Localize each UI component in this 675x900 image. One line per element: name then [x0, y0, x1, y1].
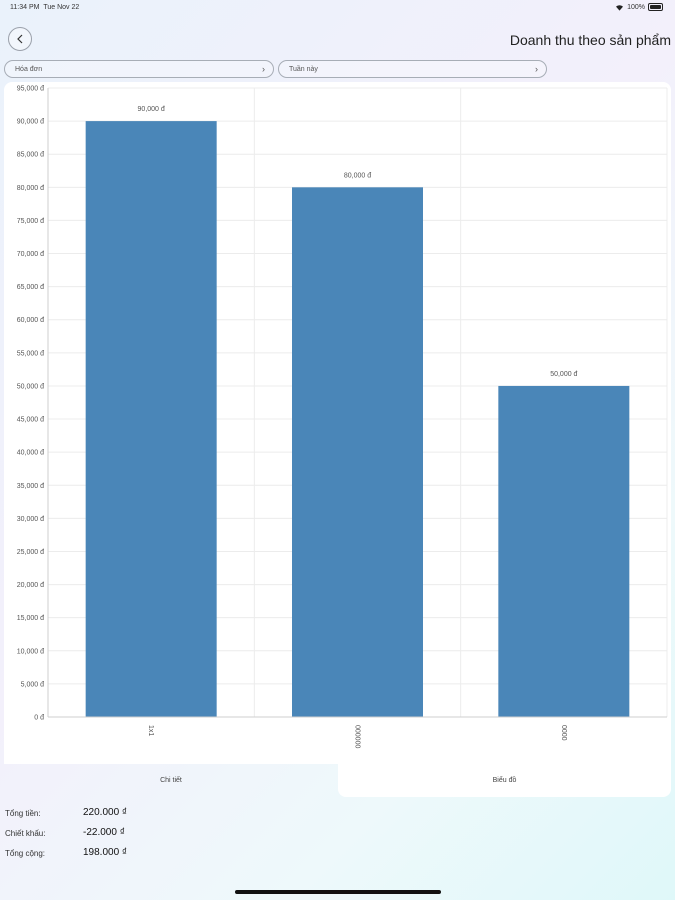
x-tick-label: 000000 [354, 725, 361, 748]
battery-percent: 100% [627, 3, 645, 11]
tab-chart-label: Biểu đồ [492, 777, 517, 784]
x-tick-label: 1x1 [147, 725, 154, 736]
y-tick-label: 20,000 đ [17, 582, 44, 589]
data-label: 90,000 đ [138, 106, 165, 113]
x-axis: 1x1 000000 0000 [48, 716, 667, 748]
period-select[interactable]: Tuần này › [278, 60, 547, 78]
y-tick-label: 45,000 đ [17, 417, 44, 424]
y-tick-label: 55,000 đ [17, 350, 44, 357]
tab-detail-label: Chi tiết [160, 777, 182, 784]
y-tick-label: 15,000 đ [17, 615, 44, 622]
y-tick-label: 95,000 đ [17, 86, 44, 93]
data-labels: 90,000 đ 80,000 đ 50,000 đ [138, 106, 578, 378]
period-value: Tuần này [289, 65, 318, 73]
data-label: 50,000 đ [550, 371, 577, 378]
x-tick-label: 0000 [560, 725, 567, 741]
tab-chart[interactable]: Biểu đồ [338, 764, 671, 797]
bars [85, 121, 630, 717]
y-axis: 0 đ 5,000 đ 10,000 đ 15,000 đ 20,000 đ 25,000… [17, 86, 49, 722]
tab-detail[interactable]: Chi tiết [4, 764, 338, 797]
bar [85, 121, 217, 717]
revenue-bar-chart: 0 đ 5,000 đ 10,000 đ 15,000 đ 20,000 đ 25,000… [17, 86, 668, 748]
y-tick-label: 90,000 đ [17, 119, 44, 126]
data-label: 80,000 đ [344, 172, 371, 179]
y-tick-label: 85,000 đ [17, 152, 44, 159]
total-label: Tổng tiền: [5, 809, 41, 818]
invoice-type-value: Hóa đơn [15, 65, 43, 73]
y-tick-label: 30,000 đ [17, 516, 44, 523]
y-tick-label: 0 đ [34, 715, 44, 722]
bar [498, 385, 630, 717]
status-right: 100% [615, 3, 663, 11]
back-button[interactable] [8, 27, 32, 51]
y-tick-label: 5,000 đ [21, 681, 44, 688]
y-tick-label: 10,000 đ [17, 648, 44, 655]
wifi-icon [616, 4, 624, 11]
y-tick-label: 35,000 đ [17, 483, 44, 490]
invoice-type-select[interactable]: Hóa đơn › [4, 60, 274, 78]
y-tick-label: 40,000 đ [17, 450, 44, 457]
y-tick-label: 75,000 đ [17, 218, 44, 225]
discount-label: Chiết khấu: [5, 829, 46, 838]
y-tick-label: 60,000 đ [17, 317, 44, 324]
status-time-text: 11:34 PM [10, 4, 40, 11]
discount-value: -22.000 ₫ [83, 827, 125, 838]
chart-card: 0 đ 5,000 đ 10,000 đ 15,000 đ 20,000 đ 25,000… [4, 82, 671, 764]
bar [292, 187, 423, 717]
y-tick-label: 80,000 đ [17, 185, 44, 192]
y-tick-label: 70,000 đ [17, 251, 44, 258]
y-tick-label: 65,000 đ [17, 284, 44, 291]
y-tick-label: 25,000 đ [17, 549, 44, 556]
status-time: 11:34 PM Tue Nov 22 [10, 4, 79, 11]
grand-total-label: Tổng cộng: [5, 849, 46, 858]
status-date: Tue Nov 22 [43, 4, 80, 11]
chevron-left-icon [17, 34, 23, 44]
status-bar: 11:34 PM Tue Nov 22 100% [0, 0, 675, 16]
battery-icon [648, 3, 663, 11]
y-tick-label: 50,000 đ [17, 383, 44, 390]
grand-total-value: 198.000 ₫ [83, 847, 128, 858]
chevron-right-icon: › [535, 64, 538, 74]
view-tabs: Chi tiết Biểu đồ [0, 764, 675, 797]
page-title: Doanh thu theo sản phẩm [509, 32, 671, 48]
total-value: 220.000 ₫ [83, 807, 128, 818]
chevron-right-icon: › [262, 64, 265, 74]
home-indicator [235, 890, 441, 894]
